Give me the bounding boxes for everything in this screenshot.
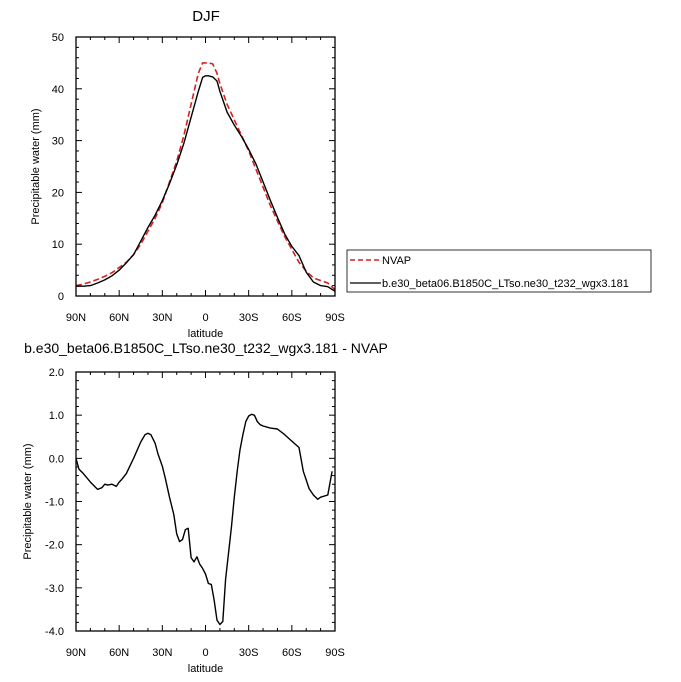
panel-bottom-xtick-label: 90N bbox=[66, 647, 86, 659]
panel-top-xtick-label: 90N bbox=[66, 312, 86, 324]
panel-top-frame bbox=[75, 36, 336, 297]
panel-bottom-ytick-label: 0.0 bbox=[49, 453, 64, 465]
legend-label-model: b.e30_beta06.B1850C_LTso.ne30_t232_wgx3.… bbox=[382, 278, 629, 290]
panel-bottom-xtick-label: 60S bbox=[282, 647, 302, 659]
panel-bottom-xlabel: latitude bbox=[188, 663, 223, 675]
panel-bottom-frame bbox=[75, 371, 336, 632]
panel-top-series bbox=[75, 62, 336, 292]
panel-bottom-ytick-label: 2.0 bbox=[49, 367, 64, 379]
panel-bottom-ytick-label: -1.0 bbox=[45, 497, 64, 509]
panel-bottom-xtick-label: 90S bbox=[325, 647, 345, 659]
panel-bottom-series bbox=[75, 413, 333, 626]
panel-top-ytick-label: 30 bbox=[52, 136, 64, 148]
panel-top-series-line-1 bbox=[76, 75, 336, 292]
panel-top-ytick-label: 50 bbox=[52, 32, 64, 44]
legend-box bbox=[346, 249, 652, 293]
panel-bottom-xtick-label: 0 bbox=[202, 647, 208, 659]
panel-bottom-xtick-label: 60N bbox=[109, 647, 129, 659]
panel-top-xtick-label: 60S bbox=[282, 312, 302, 324]
panel-top-xlabel: latitude bbox=[188, 328, 223, 340]
panel-bottom-xtick-label: 30N bbox=[152, 647, 172, 659]
legend: NVAP b.e30_beta06.B1850C_LTso.ne30_t232_… bbox=[346, 249, 652, 293]
panel-bottom-series-line-0 bbox=[75, 413, 333, 626]
panel-top-ytick-label: 40 bbox=[52, 84, 64, 96]
panel-top-series-line-0 bbox=[75, 62, 336, 291]
panel-top-axes: 90N 60N 30N 0 30S 60S 90S 0 10 20 30 40 50 bbox=[52, 32, 345, 324]
panel-top-xtick-label: 0 bbox=[202, 312, 208, 324]
panel-top-xtick-label: 30S bbox=[239, 312, 259, 324]
panel-bottom-xtick-label: 30S bbox=[239, 647, 259, 659]
panel-top-ytick-label: 0 bbox=[58, 291, 64, 303]
panel-bottom-axes: 90N 60N 30N 0 30S 60S 90S 2.0 1.0 0.0 -1.0 -2.0 -3.0… bbox=[45, 367, 345, 659]
panel-bottom: b.e30_beta06.B1850C_LTso.ne30_t232_wgx3.… bbox=[22, 340, 388, 675]
panel-top-xtick-label: 90S bbox=[325, 312, 345, 324]
panel-bottom-ytick-label: -2.0 bbox=[45, 540, 64, 552]
panel-bottom-ytick-label: -4.0 bbox=[45, 626, 64, 638]
panel-top-xtick-label: 60N bbox=[109, 312, 129, 324]
panel-bottom-title: b.e30_beta06.B1850C_LTso.ne30_t232_wgx3.… bbox=[24, 340, 388, 356]
panel-top: DJF 90N 60N 30N 0 30S 60S 90S 0 10 20 30 40 50 latit… bbox=[30, 8, 652, 340]
panel-bottom-ytick-label: -3.0 bbox=[45, 583, 64, 595]
panel-bottom-ylabel: Precipitable water (mm) bbox=[22, 443, 34, 559]
legend-label-nvap: NVAP bbox=[382, 255, 411, 267]
panel-top-ylabel: Precipitable water (mm) bbox=[30, 108, 42, 224]
panel-top-xtick-label: 30N bbox=[152, 312, 172, 324]
panel-top-ytick-label: 10 bbox=[52, 239, 64, 251]
panel-top-ytick-label: 20 bbox=[52, 187, 64, 199]
panel-top-title: DJF bbox=[192, 8, 220, 25]
panel-bottom-ytick-label: 1.0 bbox=[49, 410, 64, 422]
